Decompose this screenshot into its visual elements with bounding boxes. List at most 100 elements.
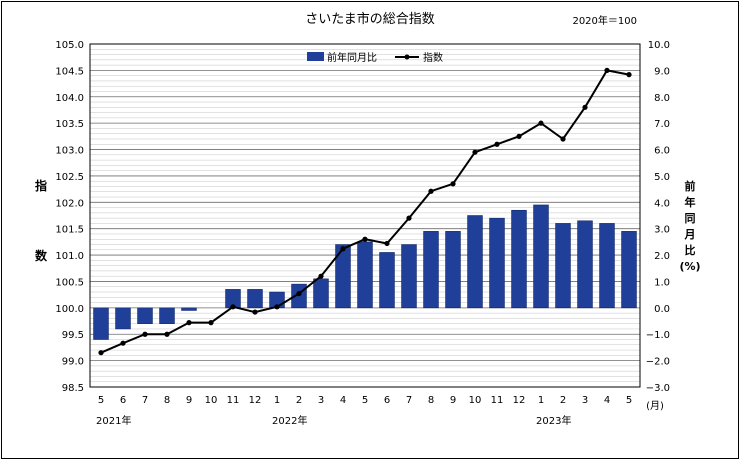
right-tick-label: 2.0: [654, 251, 670, 262]
x-tick-label: 1: [538, 395, 544, 406]
x-tick-label: 8: [164, 395, 170, 406]
x-tick-label: 10: [205, 395, 218, 406]
x-tick-label: 5: [362, 395, 368, 406]
line-point-4: [186, 320, 192, 326]
right-axis-label-char: 前: [685, 179, 696, 193]
left-tick-label: 100.0: [55, 304, 84, 315]
x-tick-label: 9: [450, 395, 456, 406]
line-point-12: [362, 236, 368, 242]
left-tick-label: 103.0: [55, 146, 84, 157]
line-point-24: [626, 72, 632, 78]
line-point-22: [582, 104, 588, 110]
right-tick-label: 3.0: [654, 225, 670, 236]
line-point-20: [538, 120, 544, 126]
line-point-7: [252, 309, 258, 315]
x-tick-label: 8: [428, 395, 434, 406]
legend-line-marker: [404, 54, 410, 60]
right-tick-label: −3.0: [646, 383, 670, 394]
bar-2: [137, 307, 153, 324]
left-tick-label: 99.0: [62, 357, 84, 368]
bar-24: [621, 231, 637, 309]
x-tick-label: 12: [249, 395, 262, 406]
legend-bar-swatch: [307, 52, 324, 61]
right-axis-label-char: 比: [685, 243, 696, 257]
left-tick-label: 105.0: [55, 40, 84, 51]
x-tick-label: 4: [604, 395, 610, 406]
right-tick-label: 1.0: [654, 277, 670, 288]
line-point-19: [516, 133, 522, 139]
line-point-16: [450, 181, 456, 187]
left-axis-ticks: 98.5 99.0 99.5 100.0 100.5 101.0 101.5 102.0 102…: [55, 40, 84, 394]
x-tick-label: 7: [142, 395, 148, 406]
bar-14: [401, 244, 417, 309]
x-tick-label: 2: [296, 395, 302, 406]
bar-10: [313, 278, 329, 309]
line-point-15: [428, 188, 434, 194]
right-tick-label: 7.0: [654, 119, 670, 130]
line-point-2: [142, 331, 148, 337]
right-axis-label-char: 同: [685, 212, 696, 225]
line-series: [98, 67, 632, 356]
bar-17: [467, 215, 483, 309]
bar-13: [379, 252, 395, 309]
plot-area-border: [89, 43, 641, 388]
chart-title: さいたま市の総合指数: [305, 11, 435, 27]
x-tick-label: 11: [227, 395, 240, 406]
bar-18: [489, 217, 505, 309]
line-point-9: [296, 290, 302, 297]
right-axis-label-char: 年: [685, 195, 696, 209]
left-tick-label: 98.5: [62, 383, 84, 394]
left-tick-label: 101.0: [55, 251, 84, 262]
line-point-1: [120, 340, 126, 346]
left-axis-label-char: 数: [35, 248, 48, 263]
legend: 前年同月比 指数: [307, 51, 443, 64]
line-point-11: [340, 246, 346, 252]
left-tick-label: 100.5: [55, 277, 84, 288]
left-tick-label: 102.5: [55, 172, 84, 183]
line-point-17: [472, 149, 478, 155]
base-note: 2020年＝100: [572, 14, 637, 27]
right-tick-label: 6.0: [654, 146, 670, 157]
x-tick-label: 2: [560, 395, 566, 406]
bar-22: [577, 220, 593, 309]
left-tick-label: 99.5: [62, 330, 84, 341]
bar-20: [533, 204, 549, 309]
legend-line-label: 指数: [423, 51, 443, 64]
left-tick-label: 104.5: [55, 66, 84, 77]
left-tick-label: 103.5: [55, 119, 84, 130]
x-tick-label: 12: [513, 395, 526, 406]
bar-16: [445, 231, 461, 309]
line-point-0: [98, 350, 104, 356]
x-tick-label: 10: [469, 395, 482, 406]
x-tick-label: 6: [120, 395, 126, 406]
line-point-18: [494, 141, 500, 147]
left-tick-label: 104.0: [55, 93, 84, 104]
right-tick-label: 5.0: [654, 172, 670, 183]
line-point-10: [318, 273, 324, 279]
x-tick-label: 3: [318, 395, 324, 406]
right-axis-label: 前年同月比 (%): [679, 179, 700, 273]
line-point-14: [406, 215, 412, 221]
bar-0: [93, 307, 109, 340]
right-tick-label: 0.0: [654, 304, 670, 315]
bar-21: [555, 223, 571, 309]
line-point-6: [230, 304, 236, 310]
x-tick-label: 6: [384, 395, 390, 406]
x-tick-label: 3: [582, 395, 588, 406]
x-tick-label: 7: [406, 395, 412, 406]
x-tick-label: 5: [626, 395, 632, 406]
left-tick-label: 101.5: [55, 225, 84, 236]
line-point-21: [560, 136, 566, 142]
left-tick-label: 102.0: [55, 198, 84, 209]
x-tick-label: 9: [186, 395, 192, 406]
right-tick-label: 4.0: [654, 198, 670, 209]
bar-3: [159, 307, 175, 324]
line-point-3: [164, 331, 170, 337]
x-axis-ticks: 5 6 7 8 9 10 11 12 1 2 3 4 5 6 7 8 9 10 11 12 1 2 3 4 5: [98, 395, 632, 406]
line-point-8: [274, 304, 280, 310]
x-tick-label: 1: [274, 395, 280, 406]
x-tick-label: 11: [491, 395, 504, 406]
year-labels: 2021年 2022年 2023年: [96, 414, 571, 427]
year-label: 2021年: [96, 414, 131, 427]
